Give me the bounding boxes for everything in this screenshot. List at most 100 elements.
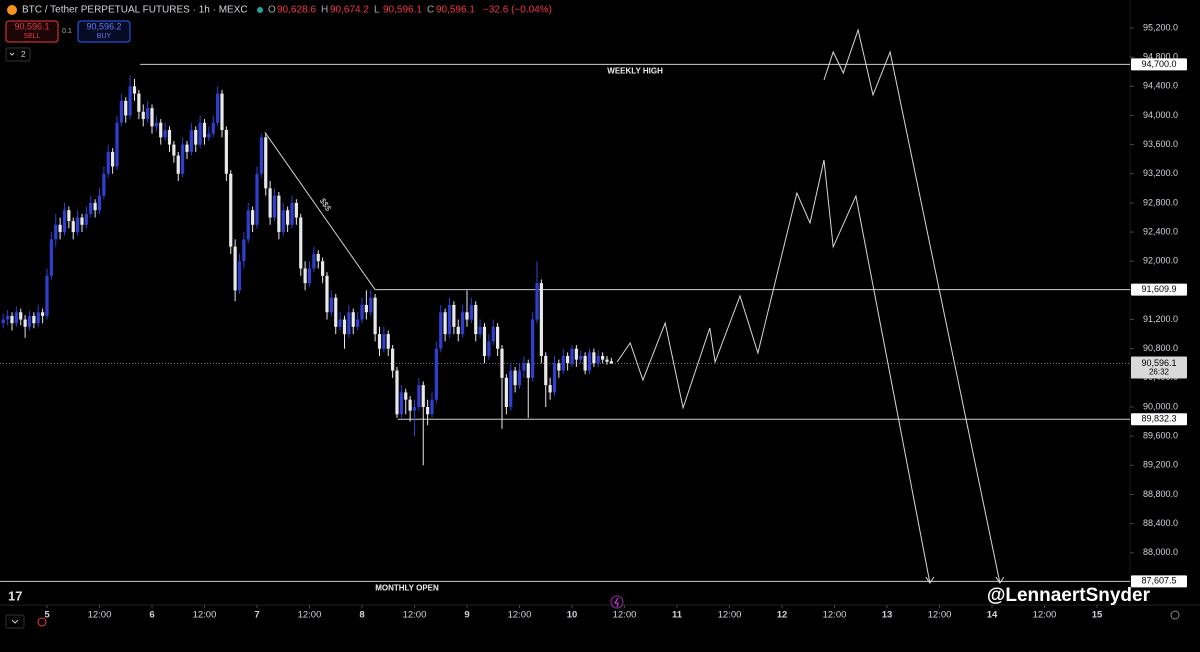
candle-body xyxy=(377,334,382,349)
candle-body xyxy=(404,392,408,400)
candle-body xyxy=(246,210,250,240)
x-tick-label: 15 xyxy=(1092,610,1103,621)
candle-body xyxy=(386,334,390,349)
candle-body xyxy=(172,144,176,156)
replay-icon[interactable] xyxy=(610,595,624,609)
settings-icon[interactable] xyxy=(1170,610,1180,620)
candle-body xyxy=(102,173,106,196)
candle-body xyxy=(84,213,88,225)
menu-toggle[interactable] xyxy=(5,614,25,629)
candle-body xyxy=(517,370,522,386)
candle-body xyxy=(54,224,58,240)
x-tick-label: 13 xyxy=(882,610,893,621)
candle-body xyxy=(220,93,224,131)
tv-logo[interactable]: 17 xyxy=(8,588,22,603)
candle-body xyxy=(27,315,32,327)
candle-body xyxy=(211,122,215,134)
candle-body xyxy=(290,202,294,225)
candle-body xyxy=(544,355,548,386)
candle-body xyxy=(500,348,504,378)
candle-body xyxy=(579,355,583,360)
candle-body xyxy=(412,406,417,411)
x-tick-label: 12 xyxy=(777,610,788,621)
candle-body xyxy=(303,268,307,284)
last-price-box xyxy=(1131,356,1187,379)
candle-body xyxy=(202,122,207,138)
sell-button[interactable] xyxy=(5,20,59,43)
y-tick-label: 88,800.0 xyxy=(1143,489,1178,499)
ohlc-value: 90,674.2 xyxy=(330,5,369,16)
candle-body xyxy=(434,348,438,400)
projection-path xyxy=(616,159,931,584)
y-tick-label: 88,400.0 xyxy=(1143,518,1178,528)
watermark: @LennaertSnyder xyxy=(987,585,1151,606)
buy-label[interactable]: BUY xyxy=(97,33,112,40)
arrowhead xyxy=(925,576,935,584)
indicators-toggle[interactable] xyxy=(5,47,31,62)
chevron-icon xyxy=(9,52,15,56)
candle-body xyxy=(176,155,180,174)
x-tick-label: 11 xyxy=(672,610,683,621)
candle-body xyxy=(132,86,137,94)
arrowhead xyxy=(995,576,1005,584)
candle-body xyxy=(535,283,539,320)
candle-body xyxy=(592,352,596,364)
candle-body xyxy=(141,111,145,120)
candle-body xyxy=(369,297,373,313)
candle-body xyxy=(539,283,543,356)
last-price-label: 90,596.1 xyxy=(1141,358,1176,368)
quantity[interactable]: 0.1 xyxy=(62,28,72,35)
candle-body xyxy=(119,100,123,123)
candle-body xyxy=(482,326,487,356)
candle-body xyxy=(469,304,473,320)
candle-body xyxy=(552,363,557,393)
candle-body xyxy=(399,392,403,415)
level-price-label: 89,832.3 xyxy=(1141,414,1176,424)
level-price-box xyxy=(1131,575,1187,588)
ohlc-value: 90,628.6 xyxy=(277,5,316,16)
symbol-title[interactable]: BTC / Tether PERPETUAL FUTURES · 1h · ME… xyxy=(22,5,248,16)
x-tick-label: 5 xyxy=(44,610,50,621)
candle-body xyxy=(19,312,23,320)
buy-price[interactable]: 90,596.2 xyxy=(86,21,121,31)
candle-body xyxy=(150,108,154,127)
candle-body xyxy=(557,363,561,371)
symbol-icon[interactable] xyxy=(7,5,17,15)
level-price-box xyxy=(1131,413,1187,426)
buy-button[interactable] xyxy=(77,20,131,43)
level-price-label: 87,607.5 xyxy=(1141,576,1176,586)
level-price-box xyxy=(1131,283,1187,296)
candle-body xyxy=(347,312,351,335)
candle-body xyxy=(417,385,421,407)
candle-body xyxy=(329,297,333,313)
ohlc-key: H xyxy=(321,5,328,16)
alert-icon[interactable] xyxy=(37,617,47,627)
sell-price[interactable]: 90,596.1 xyxy=(14,21,49,31)
candle-body xyxy=(277,195,281,233)
candle-body xyxy=(496,326,500,349)
sell-label[interactable]: SELL xyxy=(23,33,40,40)
y-tick-label: 94,000.0 xyxy=(1143,110,1178,120)
candle-body xyxy=(601,355,605,360)
candle-body xyxy=(124,100,128,116)
candle-body xyxy=(294,202,298,218)
candle-body xyxy=(229,173,233,247)
candle-body xyxy=(233,246,237,291)
candle-body xyxy=(6,315,10,320)
level-price-label: 91,609.9 xyxy=(1141,284,1176,294)
y-tick-label: 92,800.0 xyxy=(1143,197,1178,207)
candle-body xyxy=(14,312,18,324)
x-tick-label: 12:00 xyxy=(1033,610,1057,621)
y-tick-label: 89,600.0 xyxy=(1143,431,1178,441)
candle-body xyxy=(360,304,364,320)
candle-body xyxy=(185,144,189,152)
candle-body xyxy=(106,151,110,174)
candle-body xyxy=(111,151,115,167)
indicators-count[interactable]: 2 xyxy=(21,50,26,59)
x-tick-label: 6 xyxy=(149,610,154,621)
candle-body xyxy=(36,312,40,324)
